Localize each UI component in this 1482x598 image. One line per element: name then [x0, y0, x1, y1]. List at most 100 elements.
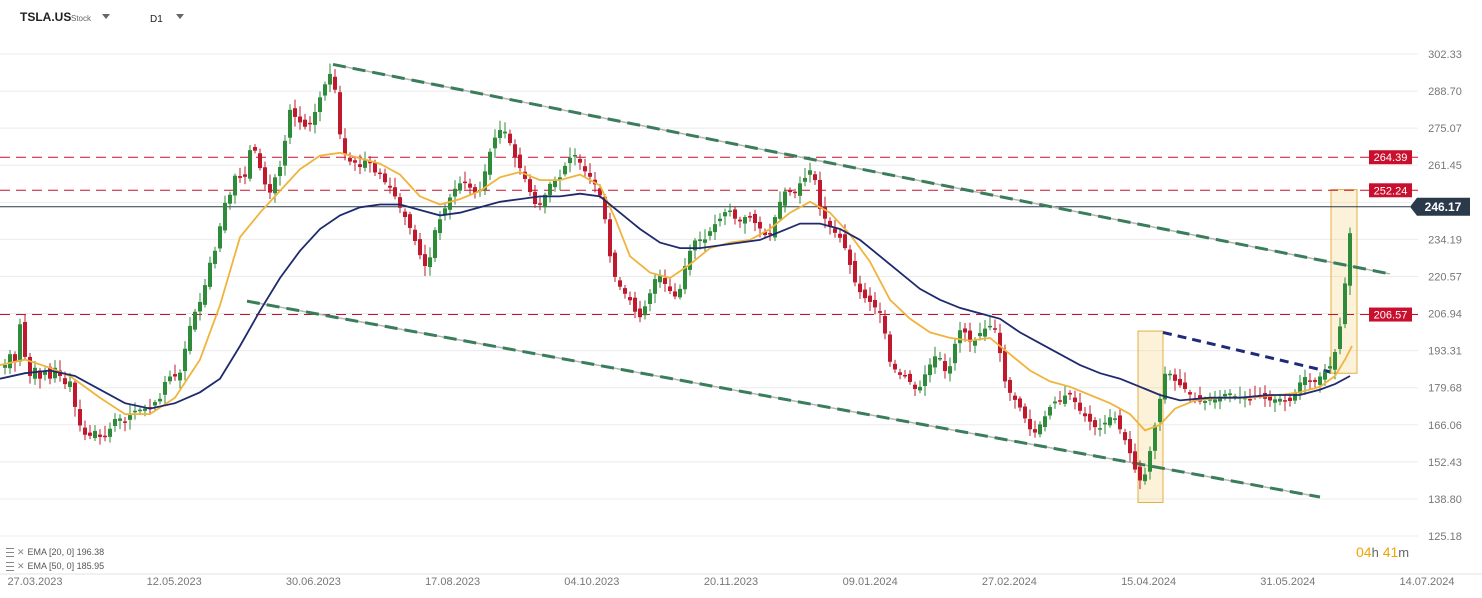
- candle-body: [928, 364, 932, 376]
- candle-body: [93, 430, 97, 439]
- symbol-dropdown-icon[interactable]: [102, 14, 110, 19]
- candle-body: [648, 293, 652, 305]
- candle-body: [238, 176, 242, 178]
- candle-body: [458, 183, 462, 191]
- candle-body: [883, 315, 887, 334]
- candle-body: [728, 210, 732, 213]
- candle-body: [578, 158, 582, 163]
- candle-body: [733, 209, 737, 219]
- candle-body: [508, 133, 512, 144]
- candle-body: [133, 410, 137, 413]
- candle-body: [223, 202, 227, 231]
- candle-body: [973, 340, 977, 346]
- candle-body: [338, 92, 342, 135]
- candle-body: [1163, 373, 1167, 400]
- candle-body: [898, 372, 902, 375]
- candle-body: [3, 365, 7, 368]
- candle-body: [778, 201, 782, 219]
- candle-body: [768, 233, 772, 235]
- candle-body: [633, 297, 637, 312]
- candle-body: [588, 172, 592, 177]
- candle-body: [963, 328, 967, 333]
- candle-body: [953, 343, 957, 364]
- indicator-ema50[interactable]: ✕ EMA [50, 0] 185.95: [6, 561, 104, 572]
- candle-body: [1073, 397, 1077, 403]
- candle-body: [748, 216, 752, 218]
- candle-body: [1103, 422, 1107, 425]
- candle-body: [673, 291, 677, 297]
- candle-body: [503, 131, 507, 134]
- candle-body: [8, 354, 12, 369]
- candle-body: [98, 434, 102, 437]
- candle-body: [1143, 474, 1147, 482]
- candle-body: [38, 370, 42, 379]
- candle-body: [1248, 399, 1252, 401]
- candle-body: [183, 348, 187, 372]
- candle-body: [1323, 372, 1327, 380]
- candle-body: [678, 288, 682, 298]
- candle-body: [918, 386, 922, 391]
- candle-body: [1273, 399, 1277, 403]
- instrument-type: Stock: [71, 14, 92, 23]
- candle-body: [453, 188, 457, 197]
- candle-body: [518, 154, 522, 169]
- candle-body: [543, 194, 547, 208]
- interval-label[interactable]: D1: [150, 14, 163, 25]
- indicator-ema20[interactable]: ✕ EMA [20, 0] 196.38: [6, 547, 104, 558]
- candle-body: [718, 218, 722, 222]
- candle-body: [1228, 393, 1232, 395]
- candle-body: [243, 174, 247, 177]
- candle-body: [178, 372, 182, 381]
- close-icon[interactable]: ✕: [17, 561, 25, 571]
- candle-body: [743, 217, 747, 224]
- candle-body: [828, 220, 832, 227]
- candle-body: [1208, 398, 1212, 401]
- candle-body: [413, 229, 417, 242]
- candle-body: [153, 402, 157, 406]
- candle-body: [108, 428, 112, 437]
- symbol-label[interactable]: TSLA.US: [20, 10, 72, 24]
- candle-body: [738, 219, 742, 222]
- level-label-box: [1369, 307, 1412, 322]
- trendline-lower-channel: [246, 299, 1321, 499]
- candle-body: [343, 138, 347, 154]
- candle-body: [793, 191, 797, 194]
- candle-body: [1083, 413, 1087, 417]
- interval-dropdown-icon[interactable]: [176, 14, 184, 19]
- timer-hours: 04: [1356, 544, 1372, 560]
- candle-body: [138, 409, 142, 412]
- candle-body: [948, 366, 952, 374]
- candle-body: [1213, 399, 1217, 403]
- y-tick-label: 179.68: [1428, 383, 1462, 395]
- candle-body: [73, 382, 77, 407]
- candle-body: [1108, 417, 1112, 426]
- candle-body: [788, 190, 792, 193]
- candle-body: [203, 285, 207, 305]
- candle-body: [463, 181, 467, 184]
- candle-body: [388, 185, 392, 188]
- candle-body: [773, 217, 777, 238]
- candle-body: [893, 363, 897, 370]
- candle-body: [688, 250, 692, 270]
- candle-body: [1268, 395, 1272, 401]
- candle-body: [978, 332, 982, 337]
- candle-body: [1338, 326, 1342, 349]
- candle-body: [753, 213, 757, 224]
- candle-body: [923, 374, 927, 387]
- candle-body: [528, 179, 532, 193]
- list-icon[interactable]: [6, 562, 14, 572]
- candle-body: [298, 116, 302, 123]
- candle-body: [708, 231, 712, 236]
- list-icon[interactable]: [6, 548, 14, 558]
- level-label-box: [1369, 150, 1412, 165]
- candle-body: [1173, 374, 1177, 381]
- candle-body: [128, 415, 132, 420]
- candle-body: [23, 321, 27, 357]
- candle-body: [438, 219, 442, 234]
- candle-body: [1068, 392, 1072, 395]
- candle-body: [628, 297, 632, 301]
- x-tick-label: 27.02.2024: [982, 576, 1037, 588]
- candle-body: [473, 187, 477, 194]
- close-icon[interactable]: ✕: [17, 547, 25, 557]
